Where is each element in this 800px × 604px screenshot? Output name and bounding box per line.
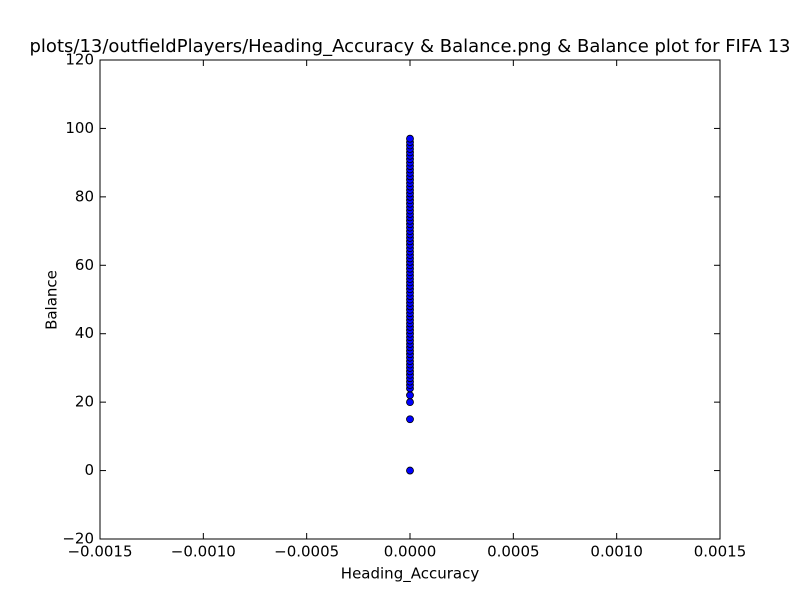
y-tick-label: 60: [75, 256, 94, 274]
x-tick-label: 0.0015: [694, 543, 747, 561]
y-tick-label: −20: [62, 530, 94, 548]
x-tick-label: −0.0015: [67, 543, 132, 561]
point: [406, 415, 414, 424]
x-tick-label: 0.0010: [590, 543, 643, 561]
y-tick-label: 120: [65, 51, 94, 69]
y-axis-label: Balance: [43, 270, 61, 330]
y-tick-label: 40: [75, 324, 94, 342]
x-tick-label: 0.0000: [384, 543, 437, 561]
y-tick-label: 80: [75, 187, 94, 205]
point: [406, 466, 414, 475]
point: [406, 134, 414, 143]
x-axis-label: Heading_Accuracy: [341, 565, 480, 584]
x-tick-label: −0.0005: [274, 543, 339, 561]
y-tick-label: 100: [65, 119, 94, 137]
point: [406, 398, 414, 407]
y-tick-label: 20: [75, 393, 94, 411]
y-tick-label: 0: [84, 461, 94, 479]
chart-title: plots/13/outfieldPlayers/Heading_Accurac…: [30, 36, 791, 57]
x-tick-label: 0.0005: [487, 543, 540, 561]
x-tick-label: −0.0010: [171, 543, 236, 561]
point: [406, 391, 414, 400]
